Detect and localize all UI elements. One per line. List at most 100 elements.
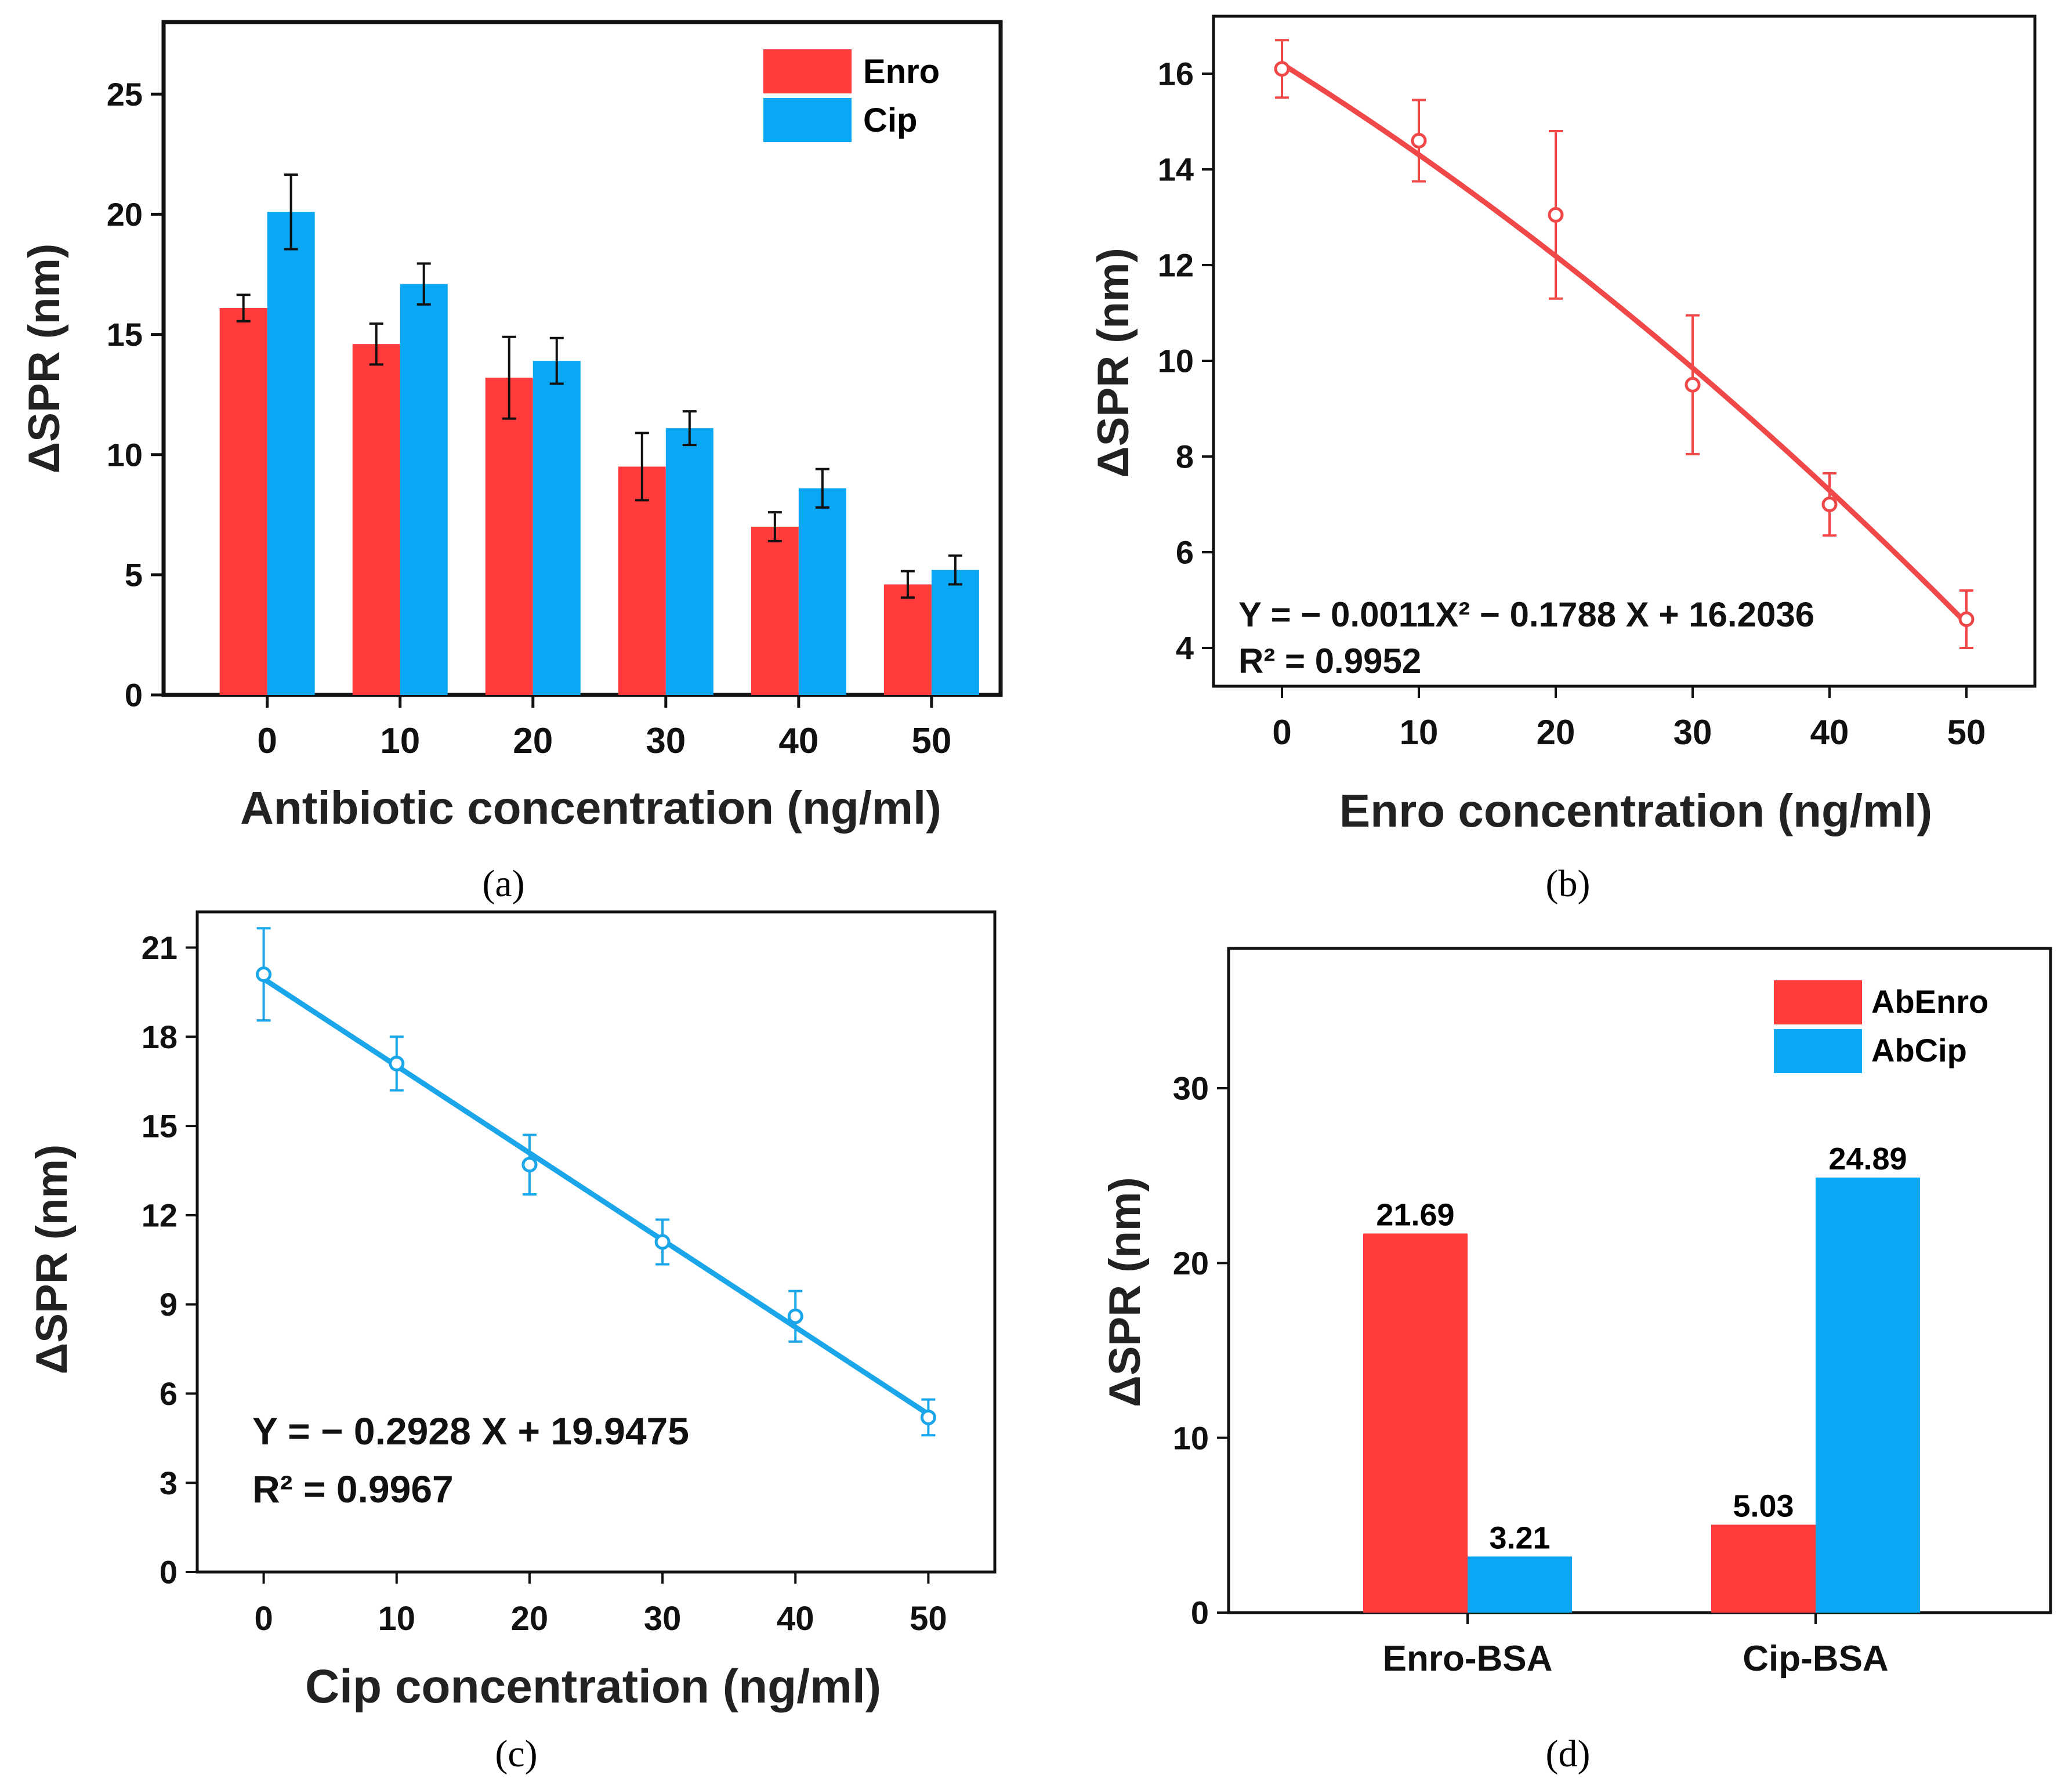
fit-equation: Y = − 0.2928 X + 19.9475 <box>252 1410 689 1453</box>
y-axis-title: ΔSPR (nm) <box>1100 1177 1150 1407</box>
x-axis-title: Antibiotic concentration (ng/ml) <box>240 782 941 834</box>
x-tick-label: 50 <box>1947 713 1986 752</box>
y-axis-title: ΔSPR (nm) <box>1089 248 1138 478</box>
y-tick-label: 9 <box>160 1286 178 1323</box>
data-point <box>521 1157 538 1173</box>
bar-enro <box>219 308 267 695</box>
data-point <box>1685 376 1701 393</box>
fit-line <box>262 976 930 1417</box>
y-tick-label: 12 <box>1158 247 1194 284</box>
y-tick-label: 15 <box>142 1108 178 1144</box>
y-tick-label: 6 <box>1176 534 1194 571</box>
x-tick-label: 40 <box>1810 713 1849 752</box>
x-tick-label: 30 <box>646 721 686 761</box>
plot-frame <box>1212 15 2037 688</box>
x-tick-label: 0 <box>257 721 277 761</box>
y-tick-label: 15 <box>107 316 143 353</box>
bar-enro <box>485 378 533 695</box>
x-tick-label: 0 <box>254 1600 273 1638</box>
legend-swatch-cip <box>763 98 852 142</box>
y-tick-label: 30 <box>1173 1070 1209 1107</box>
x-axis-title: Enro concentration (ng/ml) <box>1339 785 1932 836</box>
legend-label-abcip: AbCip <box>1871 1032 1967 1069</box>
panel-b-fit-chart: 4 6 8 10 12 14 16 0 10 20 30 40 50 Y = − 0.0011X² − 0… <box>1089 15 2037 836</box>
panel-d-bar-chart: 0 10 20 30 Enro-BSA 21.69 3.21 Cip-BSA 5.03 24.89… <box>1100 947 2052 1679</box>
plot-frame <box>161 20 1003 697</box>
x-tick-label: 20 <box>513 721 553 761</box>
x-tick-label: Cip-BSA <box>1743 1639 1888 1679</box>
y-tick-label: 18 <box>142 1019 178 1055</box>
y-tick-label: 14 <box>1158 151 1194 188</box>
y-tick-label: 3 <box>160 1465 178 1501</box>
data-label: 5.03 <box>1733 1488 1794 1523</box>
bar-enro <box>751 527 799 695</box>
data-point <box>787 1308 803 1324</box>
y-tick-label: 16 <box>1158 56 1194 92</box>
bar-cip <box>665 428 713 695</box>
x-tick-label: 50 <box>910 1600 947 1638</box>
y-tick-label: 21 <box>142 929 178 966</box>
x-tick-label: 10 <box>1400 713 1439 752</box>
legend-swatch-enro <box>763 49 852 93</box>
r-squared: R² = 0.9952 <box>1238 642 1421 680</box>
data-point <box>256 966 272 983</box>
x-axis-title: Cip concentration (ng/ml) <box>305 1660 881 1713</box>
r-squared: R² = 0.9967 <box>252 1468 454 1511</box>
y-tick-label: 8 <box>1176 439 1194 475</box>
x-tick-label: 40 <box>777 1600 814 1638</box>
plot-frame <box>195 910 997 1574</box>
bar-enro <box>883 584 932 695</box>
data-label: 21.69 <box>1376 1197 1454 1232</box>
legend-label-abenro: AbEnro <box>1871 983 1988 1020</box>
bar-abcip <box>1816 1178 1920 1613</box>
bar-enro <box>352 344 400 695</box>
bar-abcip <box>1468 1556 1572 1613</box>
x-tick-label: Enro-BSA <box>1383 1639 1553 1679</box>
legend-swatch-abenro <box>1774 980 1862 1024</box>
bar-cip <box>400 284 448 696</box>
x-tick-label: 0 <box>1272 713 1291 752</box>
bar-enro <box>618 466 666 695</box>
legend-label-cip: Cip <box>863 102 917 139</box>
y-tick-label: 12 <box>142 1197 178 1233</box>
y-axis-title: ΔSPR (nm) <box>20 244 69 474</box>
caption-a: (a) <box>482 863 524 905</box>
bar-abenro <box>1363 1233 1468 1613</box>
caption-b: (b) <box>1546 863 1591 905</box>
y-axis-title: ΔSPR (nm) <box>27 1144 77 1375</box>
data-point <box>1274 61 1290 77</box>
y-tick-label: 4 <box>1176 630 1194 667</box>
data-point <box>389 1055 405 1071</box>
x-tick-label: 10 <box>378 1600 415 1638</box>
bar-cip <box>533 361 581 695</box>
caption-c: (c) <box>495 1733 537 1775</box>
panel-a-bar-chart: 0 5 10 15 20 25 0 10 20 30 40 50 ΔSPR (nm) Antibiotic… <box>20 20 1003 834</box>
x-tick-label: 30 <box>1673 713 1712 752</box>
y-tick-label: 5 <box>125 556 143 593</box>
legend-swatch-abcip <box>1774 1029 1862 1073</box>
y-tick-label: 0 <box>160 1554 178 1591</box>
caption-d: (d) <box>1546 1733 1591 1775</box>
data-label: 24.89 <box>1828 1142 1907 1176</box>
y-tick-label: 20 <box>1173 1245 1209 1281</box>
y-tick-label: 10 <box>1158 343 1194 379</box>
data-point <box>920 1409 936 1425</box>
y-tick-label: 0 <box>1191 1595 1209 1631</box>
y-tick-label: 10 <box>107 436 143 473</box>
y-tick-label: 25 <box>107 76 143 113</box>
x-tick-label: 50 <box>911 721 951 761</box>
y-tick-label: 0 <box>125 677 143 713</box>
panel-c-fit-chart: 0 3 6 9 12 15 18 21 0 10 20 30 40 50 Y = − 0.2928 X + … <box>27 910 997 1713</box>
y-tick-label: 10 <box>1173 1419 1209 1456</box>
x-tick-label: 30 <box>644 1600 682 1638</box>
y-tick-label: 6 <box>160 1375 178 1412</box>
fit-curve <box>1280 61 1969 625</box>
x-tick-label: 40 <box>778 721 818 761</box>
fit-equation: Y = − 0.0011X² − 0.1788 X + 16.2036 <box>1238 595 1814 634</box>
x-tick-label: 20 <box>1537 713 1575 752</box>
bar-cip <box>931 570 979 695</box>
data-point <box>1821 497 1838 512</box>
bar-cip <box>798 488 846 695</box>
data-point <box>1958 611 1975 627</box>
